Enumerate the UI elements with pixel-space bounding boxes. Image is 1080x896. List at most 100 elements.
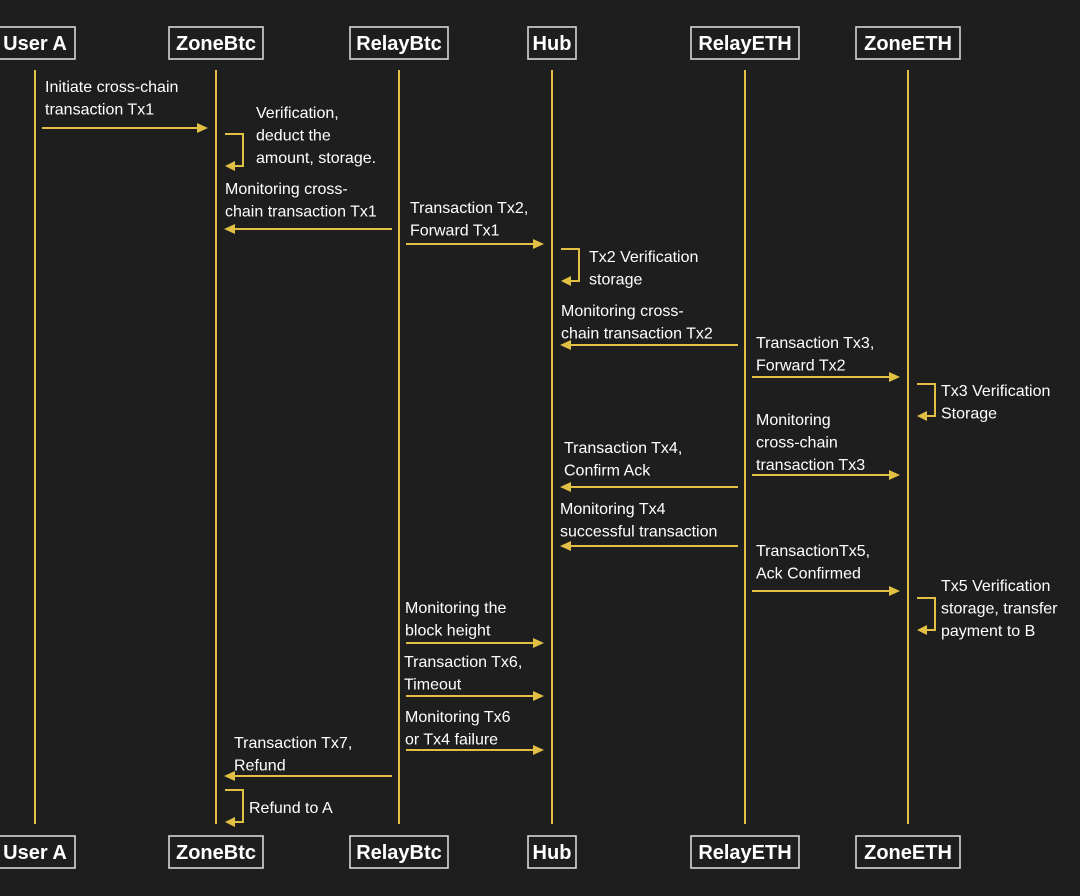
actor-label: ZoneBtc [176,33,256,55]
actor-zonebtc-bottom: ZoneBtc [168,835,264,869]
actor-box [527,835,577,869]
arrowhead [560,541,571,551]
actor-box [349,835,449,869]
actor-header-row: User A ZoneBtc RelayBtc Hub RelayETH ZoneETH [0,26,961,60]
message-2: Verification, deduct the amount, storage. [225,105,376,171]
actor-label: Hub [533,842,572,864]
message-label-line: chain transaction Tx1 [225,204,377,221]
self-loop-line [561,248,580,282]
message-label-line: Forward Tx1 [410,223,500,240]
actor-box [0,26,76,60]
message-3: Monitoring cross-chain transaction Tx1 [224,181,392,234]
actor-label: RelayETH [698,842,791,864]
actor-box [527,26,577,60]
message-label-line: Monitoring [756,412,831,429]
message-label-line: or Tx4 failure [405,732,498,749]
actor-usera-top: User A [0,26,76,60]
message-9: Monitoring cross-chain transaction Tx3 [752,412,900,480]
message-label-line: Transaction Tx3, [756,335,874,352]
arrowhead [561,276,571,286]
actor-hub-top: Hub [527,26,577,60]
message-label-line: chain transaction Tx2 [561,326,713,343]
message-label-line: Timeout [404,677,462,694]
message-8: Tx3 Verification Storage [917,383,1050,423]
message-14: Monitoring the block height [405,600,544,648]
arrowhead [917,411,927,421]
message-10: Transaction Tx4, Confirm Ack [560,440,738,492]
actor-hub-bottom: Hub [527,835,577,869]
actor-label: User A [3,33,67,55]
arrowhead [533,239,544,249]
arrowhead [889,372,900,382]
message-label-line: transaction Tx3 [756,457,865,474]
message-label-line: storage [589,272,642,289]
message-17: Transaction Tx7, Refund [224,735,392,781]
actor-label: ZoneETH [864,33,952,55]
message-label-line: Initiate cross-chain [45,79,178,96]
message-label-line: Monitoring Tx4 [560,501,666,518]
message-label-line: cross-chain [756,435,838,452]
message-label-line: Verification, [256,105,339,122]
message-12: TransactionTx5, Ack Confirmed [752,543,900,596]
self-loop-line [225,789,244,823]
arrowhead [197,123,208,133]
arrowhead [533,638,544,648]
message-label-line: transaction Tx1 [45,102,154,119]
message-5: Tx2 Verification storage [561,248,698,289]
message-4: Transaction Tx2, Forward Tx1 [406,200,544,249]
message-label-line: Tx3 Verification [941,383,1050,400]
actor-label: ZoneETH [864,842,952,864]
actor-zoneeth-bottom: ZoneETH [855,835,961,869]
actor-box [0,835,76,869]
actor-box [690,835,800,869]
actor-label: RelayETH [698,33,791,55]
message-7: Transaction Tx3, Forward Tx2 [752,335,900,382]
message-1: Initiate cross-chain transaction Tx1 [42,79,208,133]
message-label-line: Ack Confirmed [756,566,861,583]
messages: Initiate cross-chain transaction Tx1 Verif… [42,79,1058,827]
self-loop-line [225,133,244,167]
message-label-line: Monitoring the [405,600,506,617]
message-label-line: Transaction Tx2, [410,200,528,217]
message-label-line: TransactionTx5, [756,543,870,560]
message-label-line: payment to B [941,623,1035,640]
actor-label: RelayBtc [356,842,442,864]
arrowhead [560,340,571,350]
message-label-line: Monitoring cross- [225,181,348,198]
message-18: Refund to A [225,789,333,827]
message-label-line: Confirm Ack [564,463,651,480]
arrowhead [889,470,900,480]
message-label-line: deduct the [256,128,331,145]
message-label-line: Refund [234,758,286,775]
actor-relaybtc-bottom: RelayBtc [349,835,449,869]
actor-label: User A [3,842,67,864]
message-label-line: Monitoring cross- [561,303,684,320]
actor-box [168,835,264,869]
message-label-line: Transaction Tx4, [564,440,682,457]
arrowhead [560,482,571,492]
actor-zonebtc-top: ZoneBtc [168,26,264,60]
actor-relayeth-bottom: RelayETH [690,835,800,869]
actor-label: ZoneBtc [176,842,256,864]
message-label-line: Tx5 Verification [941,578,1050,595]
actor-relayeth-top: RelayETH [690,26,800,60]
arrowhead [225,817,235,827]
actor-box [690,26,800,60]
message-13: Tx5 Verification storage, transfer payment… [917,578,1058,640]
arrowhead [224,224,235,234]
message-16: Monitoring Tx6 or Tx4 failure [405,709,544,755]
arrowhead [889,586,900,596]
lifelines [34,70,909,824]
message-label-line: amount, storage. [256,150,376,167]
arrowhead [917,625,927,635]
actor-label: Hub [533,33,572,55]
arrowhead [225,161,235,171]
actor-box [855,835,961,869]
message-label-line: Storage [941,406,997,423]
message-11: Monitoring Tx4 successful transaction [560,501,738,551]
message-label-line: Transaction Tx7, [234,735,352,752]
actor-footer-row: User A ZoneBtc RelayBtc Hub RelayETH ZoneETH [0,835,961,869]
message-label-line: Tx2 Verification [589,249,698,266]
message-label-line: storage, transfer [941,601,1058,618]
